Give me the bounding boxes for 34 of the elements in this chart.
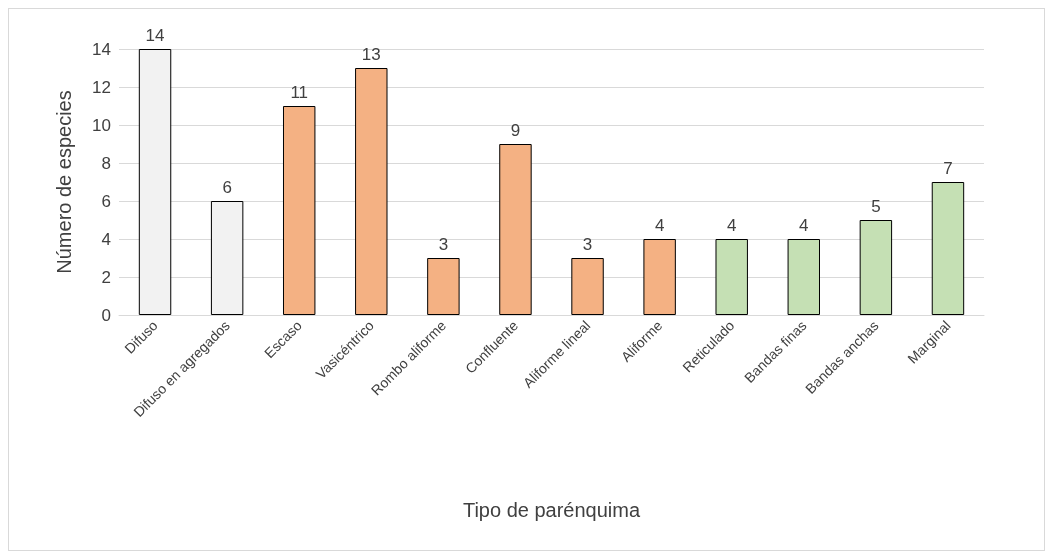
bar (643, 239, 676, 315)
data-label: 4 (799, 216, 809, 235)
y-axis-title: Número de especies (53, 90, 75, 274)
bar (427, 258, 460, 315)
bar (787, 239, 821, 315)
y-tick-label: 2 (101, 267, 111, 287)
y-tick-label: 8 (101, 153, 111, 173)
y-tick-label: 10 (92, 115, 111, 135)
bar (715, 239, 748, 315)
bar (571, 258, 604, 315)
y-tick-label: 12 (92, 77, 111, 97)
bar (931, 182, 965, 315)
data-label: 11 (290, 83, 309, 102)
data-label: 9 (510, 121, 521, 140)
data-label: 3 (582, 235, 593, 254)
bar (282, 106, 316, 315)
bar (138, 49, 172, 315)
bar (355, 68, 388, 315)
y-tick-label: 14 (92, 39, 111, 59)
y-tick-label: 0 (101, 305, 111, 325)
data-label: 5 (871, 197, 881, 216)
data-label: 3 (438, 235, 449, 254)
y-tick-label: 4 (101, 229, 111, 249)
data-label: 6 (222, 178, 232, 197)
bar (499, 144, 532, 315)
data-label: 14 (145, 26, 165, 45)
bar (210, 201, 244, 315)
data-label: 13 (361, 45, 381, 64)
data-label: 4 (726, 216, 737, 235)
data-label: 7 (943, 159, 953, 178)
bar (859, 220, 893, 315)
data-label: 4 (654, 216, 665, 235)
x-axis-title: Tipo de parénquima (462, 499, 641, 521)
y-tick-label: 6 (101, 191, 111, 211)
